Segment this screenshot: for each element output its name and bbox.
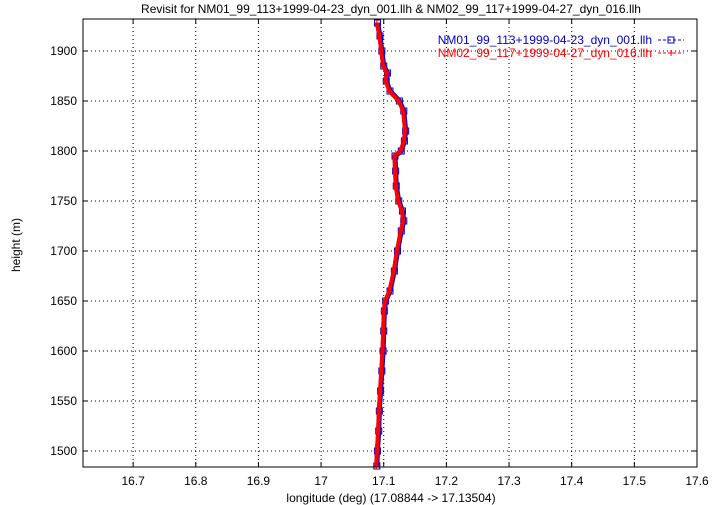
data-point <box>390 268 397 274</box>
data-point <box>381 298 388 304</box>
data-point <box>392 183 399 189</box>
data-point <box>375 408 382 414</box>
legend-label: NM02_99_117+1999-04-27_dyn_016.llh <box>438 46 652 60</box>
data-point <box>393 248 400 254</box>
data-point <box>386 88 393 94</box>
x-tick-label: 17.5 <box>623 474 647 488</box>
data-point <box>392 168 399 174</box>
data-point <box>375 428 382 434</box>
y-tick-label: 1600 <box>50 344 77 358</box>
data-point <box>380 308 387 314</box>
data-point <box>380 328 387 334</box>
plot-frame <box>82 18 698 468</box>
y-tick-label: 1800 <box>50 144 77 158</box>
chart-title: Revisit for NM01_99_113+1999-04-23_dyn_0… <box>141 2 641 16</box>
legend-marker <box>667 36 675 44</box>
data-point <box>400 138 407 144</box>
legend-marker <box>668 50 674 56</box>
data-point <box>395 98 402 104</box>
series-line <box>374 22 408 467</box>
data-point <box>397 148 404 154</box>
x-tick-label: 17.4 <box>560 474 584 488</box>
data-point <box>391 153 398 159</box>
x-tick-label: 17 <box>314 474 328 488</box>
data-point <box>379 348 386 354</box>
y-tick-label: 1750 <box>50 194 77 208</box>
series-2 <box>373 20 409 469</box>
y-tick-label: 1850 <box>50 94 77 108</box>
data-point <box>378 48 385 54</box>
x-tick-label: 16.9 <box>247 474 271 488</box>
legend-entry: NM02_99_117+1999-04-27_dyn_016.llh <box>438 46 684 60</box>
plot-series <box>373 19 410 470</box>
y-tick-label: 1550 <box>50 394 77 408</box>
y-tick-label: 1700 <box>50 244 77 258</box>
data-point <box>373 20 380 26</box>
data-point <box>398 208 405 214</box>
data-point <box>386 288 393 294</box>
data-point <box>380 63 387 69</box>
legend-label: NM01_99_113+1999-04-23_dyn_001.llh <box>438 33 652 47</box>
y-axis-label: height (m) <box>9 218 23 272</box>
x-tick-label: 16.8 <box>184 474 208 488</box>
axis-ticks: 16.7 16.8 16.9 17 17.1 17.2 17.3 17.4 17.5 17.6 15… <box>50 19 709 488</box>
x-tick-label: 17.6 <box>685 474 709 488</box>
x-tick-label: 17.1 <box>372 474 396 488</box>
data-point <box>378 368 385 374</box>
x-tick-label: 16.7 <box>121 474 145 488</box>
data-point <box>383 70 390 76</box>
data-point <box>382 78 389 84</box>
data-point <box>376 388 383 394</box>
y-tick-label: 1900 <box>50 44 77 58</box>
data-point <box>373 448 380 454</box>
grid-lines <box>83 19 697 467</box>
x-tick-label: 17.2 <box>435 474 459 488</box>
y-tick-label: 1500 <box>50 444 77 458</box>
legend: NM01_99_113+1999-04-23_dyn_001.llhNM02_9… <box>438 33 684 60</box>
x-tick-label: 17.3 <box>497 474 521 488</box>
x-axis-label: longitude (deg) (17.08844 -> 17.13504) <box>286 491 495 505</box>
data-point <box>376 33 383 39</box>
y-tick-label: 1650 <box>50 294 77 308</box>
data-point <box>397 228 404 234</box>
data-point <box>400 108 407 114</box>
data-point <box>402 128 409 134</box>
data-point <box>400 218 407 224</box>
legend-entry: NM01_99_113+1999-04-23_dyn_001.llh <box>438 33 684 47</box>
data-point <box>395 198 402 204</box>
data-point <box>373 463 380 469</box>
